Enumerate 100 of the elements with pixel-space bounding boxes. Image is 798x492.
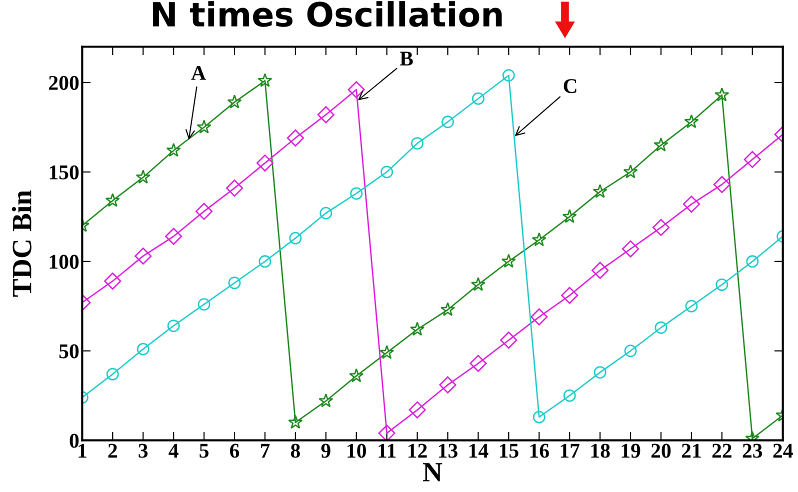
x-tick-label: 6 (230, 444, 240, 458)
point (530, 308, 548, 326)
point (439, 376, 456, 394)
point (532, 410, 546, 424)
point (136, 170, 150, 184)
point (380, 166, 394, 178)
x-tick-label: 8 (290, 444, 300, 458)
point (227, 94, 242, 109)
point (167, 320, 180, 332)
point (286, 129, 304, 147)
y-axis-title: TDC Bin (12, 190, 32, 297)
point (105, 192, 120, 207)
point (713, 176, 730, 194)
x-tick-label: 7 (260, 444, 270, 458)
y-tick-label: 50 (59, 344, 79, 358)
x-tick-label: 16 (530, 444, 549, 458)
point (563, 389, 576, 402)
point (195, 202, 213, 220)
annotation: C (564, 79, 576, 94)
point (652, 218, 670, 236)
x-tick-label: 11 (378, 444, 396, 458)
annotation: B (400, 52, 413, 66)
point (500, 332, 518, 349)
point (502, 69, 515, 82)
x-tick-label: 3 (138, 444, 148, 458)
point (682, 196, 700, 213)
point (198, 298, 210, 311)
point (411, 137, 424, 150)
point (532, 232, 546, 246)
annotation: A (191, 66, 206, 80)
point (716, 278, 728, 291)
chart-title: N times Oscillation (153, 1, 502, 27)
x-tick-label: 20 (651, 444, 671, 458)
point (289, 232, 302, 244)
x-tick-label: 10 (348, 444, 366, 458)
point (714, 87, 730, 102)
x-axis-title: N (423, 463, 442, 482)
x-tick-label: 23 (742, 444, 762, 458)
x-tick-label: 22 (712, 444, 732, 458)
point (380, 345, 394, 359)
point (349, 368, 364, 382)
point (470, 354, 487, 372)
point (226, 180, 244, 197)
point (408, 401, 426, 418)
x-tick-label: 17 (560, 444, 580, 458)
point (654, 321, 668, 334)
point (106, 368, 119, 380)
point (317, 106, 334, 124)
x-tick-label: 4 (168, 444, 178, 458)
x-tick-label: 1 (78, 444, 86, 458)
point (258, 73, 272, 88)
y-tick-label: 200 (49, 76, 79, 90)
point (256, 154, 274, 172)
y-tick-label: 150 (50, 165, 79, 180)
point (561, 286, 578, 304)
point (592, 184, 608, 198)
x-tick-label: 5 (200, 444, 208, 458)
x-tick-label: 21 (682, 444, 701, 458)
point (165, 228, 182, 245)
y-tick-label: 0 (70, 434, 79, 448)
point (288, 414, 303, 429)
point (348, 81, 365, 98)
point (622, 240, 640, 258)
point (166, 142, 181, 157)
x-tick-label: 12 (408, 444, 427, 458)
x-tick-label: 19 (622, 444, 640, 458)
point (378, 424, 396, 440)
point (744, 150, 761, 168)
x-tick-label: 15 (500, 444, 518, 458)
point (501, 254, 516, 268)
x-tick-label: 13 (439, 444, 458, 458)
point (196, 120, 212, 134)
point (594, 366, 606, 379)
x-tick-label: 24 (773, 444, 793, 458)
point (685, 300, 698, 312)
point (684, 114, 699, 128)
point (472, 92, 484, 105)
x-tick-label: 14 (469, 444, 488, 458)
point (136, 342, 150, 356)
point (104, 272, 122, 290)
point (350, 187, 363, 200)
x-tick-label: 2 (108, 444, 117, 458)
point (623, 164, 638, 178)
point (746, 255, 759, 268)
point (441, 116, 454, 128)
point (592, 262, 609, 279)
point (654, 138, 668, 152)
point (410, 322, 425, 336)
x-tick-label: 18 (591, 444, 610, 458)
point (440, 302, 456, 316)
point (318, 393, 334, 408)
point (258, 255, 272, 268)
point (470, 277, 486, 291)
point (228, 276, 241, 290)
point (320, 206, 332, 220)
x-tick-label: 9 (321, 444, 330, 458)
point (562, 209, 577, 224)
point (624, 344, 637, 358)
point (134, 248, 152, 265)
y-tick-label: 100 (50, 254, 79, 269)
